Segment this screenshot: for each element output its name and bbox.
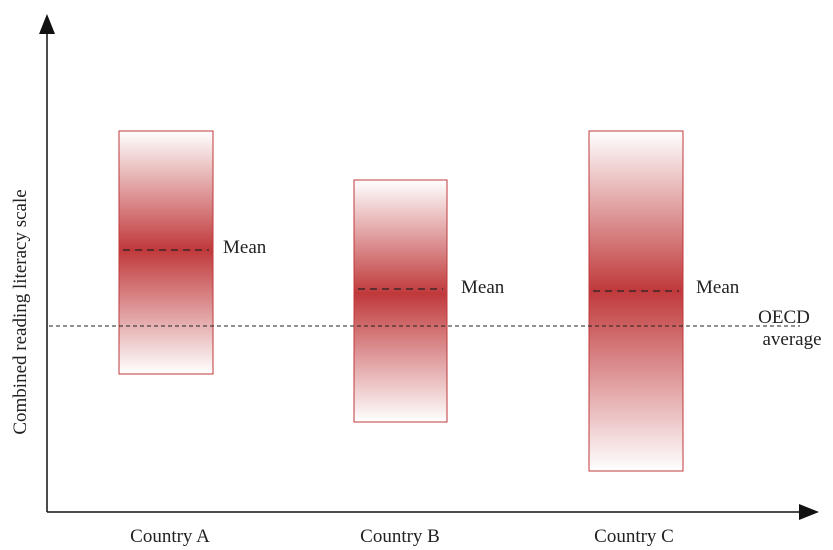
x-axis-arrow-icon: [799, 504, 819, 520]
bar-country-b: [353, 179, 448, 423]
y-axis-title: Combined reading literacy scale: [10, 189, 31, 434]
bar-country-b-box: [353, 179, 448, 423]
mean-label-country-b: Mean: [461, 277, 505, 298]
bar-country-a-box: [118, 130, 214, 375]
mean-label-country-a: Mean: [223, 237, 267, 258]
oecd-average-label-line2: average: [762, 329, 821, 350]
mean-label-country-c: Mean: [696, 277, 740, 298]
category-label-country-a: Country A: [130, 526, 210, 547]
bar-country-c: [588, 130, 684, 472]
bar-country-a: [118, 130, 214, 375]
category-label-country-c: Country C: [594, 526, 674, 547]
y-axis-arrow-icon: [39, 14, 55, 34]
category-label-country-b: Country B: [360, 526, 440, 547]
oecd-average-label-line1: OECD: [758, 307, 810, 328]
bar-country-c-box: [588, 130, 684, 472]
